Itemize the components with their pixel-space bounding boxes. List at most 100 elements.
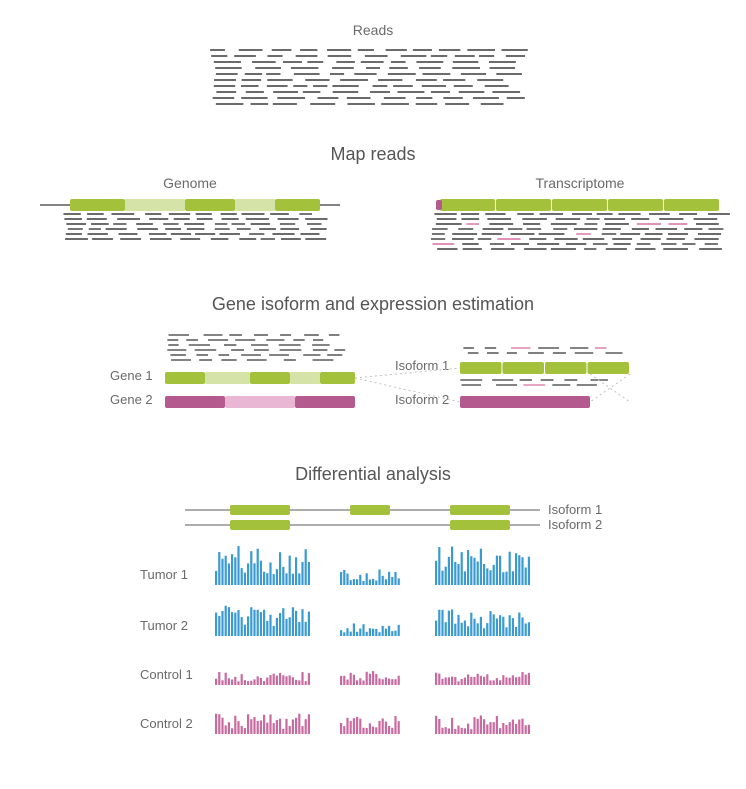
hist-bar — [528, 725, 530, 734]
hist-bar — [285, 719, 287, 734]
hist-bar — [250, 607, 252, 636]
hist-bar — [512, 720, 514, 734]
hist-bar — [228, 722, 230, 734]
hist-bar — [308, 714, 310, 734]
hist-bar — [398, 625, 400, 636]
isoform1-segment — [588, 362, 630, 374]
hist-bar — [382, 718, 384, 734]
hist-bar — [518, 719, 520, 734]
hist-bar — [215, 714, 217, 734]
hist-bar — [279, 673, 281, 685]
exon — [185, 199, 235, 211]
hist-bar — [366, 672, 368, 685]
hist-bar — [369, 674, 371, 685]
hist-bar — [394, 572, 396, 585]
hist-bar — [350, 580, 352, 585]
hist-bar — [483, 628, 485, 636]
hist-bar — [273, 574, 275, 585]
gene2-part — [295, 396, 355, 408]
hist-bar — [457, 726, 459, 734]
hist-bar — [266, 621, 268, 636]
hist-bar — [266, 573, 268, 585]
section-title-map: Map reads — [330, 144, 415, 164]
isoform1-segment — [460, 362, 502, 374]
hist-bar — [378, 632, 380, 636]
hist-bar — [451, 547, 453, 585]
hist-bar — [305, 549, 307, 585]
hist-bar — [438, 674, 440, 685]
hist-bar — [493, 614, 495, 636]
hist-bar — [515, 724, 517, 734]
label-isoform2: Isoform 2 — [395, 392, 449, 407]
hist-bar — [359, 678, 361, 685]
hist-bar — [493, 565, 495, 585]
hist-bar — [362, 581, 364, 585]
hist-bar — [372, 579, 374, 585]
hist-bar — [250, 681, 252, 685]
hist-bar — [525, 568, 527, 585]
hist-bar — [215, 679, 217, 685]
label-control1: Control 1 — [140, 667, 193, 682]
hist-bar — [521, 557, 523, 585]
hist-bar — [461, 623, 463, 636]
hist-bar — [509, 722, 511, 734]
hist-bar — [369, 580, 371, 585]
hist-bar — [454, 624, 456, 636]
hist-bar — [454, 729, 456, 734]
hist-bar — [448, 557, 450, 585]
hist-bar — [228, 678, 230, 685]
hist-bar — [305, 719, 307, 734]
hist-bar — [266, 677, 268, 685]
hist-bar — [372, 727, 374, 734]
hist-bar — [445, 677, 447, 685]
hist-bar — [464, 678, 466, 685]
hist-bar — [467, 626, 469, 636]
hist-bar — [269, 615, 271, 636]
hist-bar — [301, 609, 303, 636]
hist-bar — [241, 617, 243, 636]
hist-bar — [263, 715, 265, 734]
hist-bar — [225, 556, 227, 585]
hist-bar — [378, 678, 380, 685]
hist-bar — [353, 675, 355, 685]
hist-bar — [493, 722, 495, 734]
gene1-exon — [250, 372, 290, 384]
hist-bar — [467, 724, 469, 734]
hist-bar — [343, 726, 345, 734]
hist-bar — [505, 627, 507, 636]
gene1-exon — [320, 372, 355, 384]
diff-iso2-exon — [230, 520, 290, 530]
hist-bar — [388, 626, 390, 636]
exon — [70, 199, 125, 211]
hist-bar — [505, 725, 507, 734]
hist-bar — [483, 564, 485, 585]
hist-bar — [225, 606, 227, 636]
label-gene1: Gene 1 — [110, 368, 153, 383]
hist-bar — [340, 723, 342, 734]
hist-bar — [464, 621, 466, 636]
hist-bar — [483, 719, 485, 734]
hist-bar — [445, 622, 447, 636]
hist-bar — [295, 718, 297, 734]
hist-bar — [301, 562, 303, 585]
hist-bar — [237, 721, 239, 734]
hist-bar — [353, 579, 355, 585]
hist-bar — [273, 723, 275, 734]
diff-iso2-exon — [450, 520, 510, 530]
hist-bar — [382, 576, 384, 585]
hist-bar — [512, 675, 514, 685]
hist-bar — [292, 574, 294, 585]
hist-bar — [292, 719, 294, 734]
label-gene2: Gene 2 — [110, 392, 153, 407]
hist-bar — [473, 619, 475, 636]
hist-bar — [295, 557, 297, 585]
hist-bar — [308, 562, 310, 585]
hist-bar — [225, 673, 227, 685]
hist-bar — [445, 727, 447, 734]
hist-bar — [525, 675, 527, 685]
hist-bar — [218, 672, 220, 685]
hist-bar — [215, 613, 217, 636]
exon — [275, 199, 320, 211]
hist-bar — [477, 561, 479, 585]
hist-bar — [215, 571, 217, 585]
